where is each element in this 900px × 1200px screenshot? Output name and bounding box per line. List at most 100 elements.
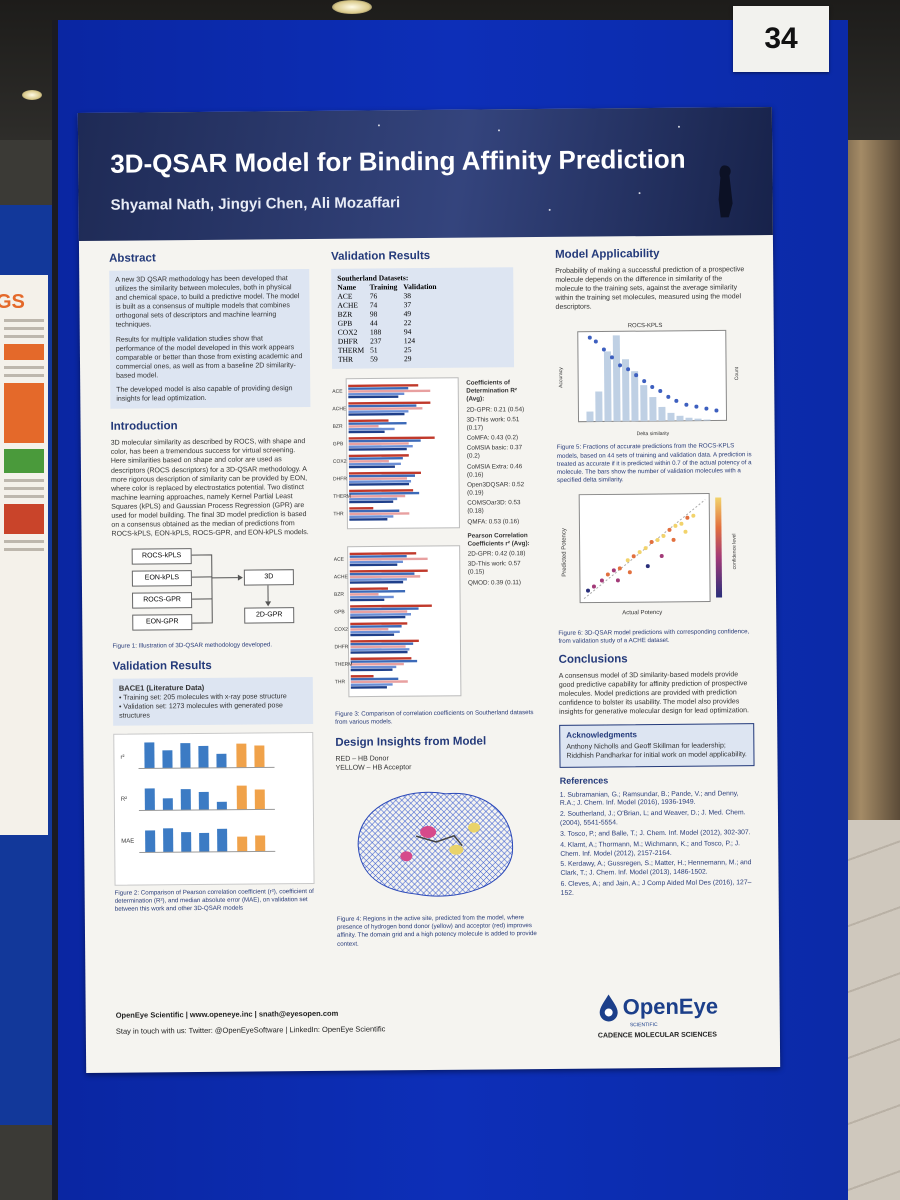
coef-item: COMSOar3D: 0.53 (0.18) xyxy=(467,499,521,516)
figure3-bar xyxy=(350,668,393,672)
figure3-bar xyxy=(350,625,402,628)
figure3-category-label: ACHE xyxy=(334,574,349,580)
figure3-bar xyxy=(348,436,435,440)
table-cell: 74 xyxy=(369,300,378,310)
figure6-point xyxy=(655,537,660,542)
figure5-chart: ROCS-KPLS Delta similarity Accuracy Coun… xyxy=(556,319,752,441)
methodology-diagram: ROCS-kPLS EON-kPLS ROCS-GPR EON-GPR 3D 2… xyxy=(112,547,313,639)
table-cell: 76 xyxy=(369,291,378,301)
conclusions-heading: Conclusions xyxy=(558,653,628,666)
figure6-cbar-label: confidence level xyxy=(732,533,738,569)
figure6-point xyxy=(637,549,642,554)
figure3-bar xyxy=(348,471,421,475)
figure3-bar xyxy=(349,580,404,584)
protein-mesh-figure xyxy=(357,792,513,897)
figure6-point xyxy=(625,558,630,563)
figure6-point xyxy=(599,578,604,583)
introduction-text: 3D molecular similarity as described by … xyxy=(110,438,309,538)
figure3-bar xyxy=(349,587,388,591)
bace1-bullet: • Validation set: 1273 molecules with ge… xyxy=(118,702,283,720)
figure3-bar xyxy=(350,683,393,686)
diagram-output-3d: 3D xyxy=(243,569,294,586)
figure6-point xyxy=(683,529,688,534)
figure2-bars: r² R² MAE xyxy=(120,742,276,854)
figure3-category-label: GPB xyxy=(333,441,344,447)
figure6-point xyxy=(605,572,610,577)
table-cell: 37 xyxy=(403,300,412,310)
figure3-category-label: ACE xyxy=(332,389,343,395)
figure5-accuracy-dot xyxy=(704,407,709,412)
figure3-bar xyxy=(348,445,413,448)
figure3-bar xyxy=(349,480,412,483)
figure3-category-label: DHFR xyxy=(334,644,348,650)
figure3-bar xyxy=(348,384,419,388)
figure3-bar xyxy=(350,590,406,593)
logo-text: OpenEye xyxy=(622,993,719,1020)
figure3-bar xyxy=(350,633,395,637)
table-cell: 94 xyxy=(403,327,412,337)
figure3-bar xyxy=(350,674,374,678)
figure5-count-bar xyxy=(595,391,603,423)
figure3-category-label: THERM xyxy=(335,662,353,668)
figure5-count-bar xyxy=(658,407,666,422)
design-heading: Design Insights from Model xyxy=(335,735,487,749)
figure5-accuracy-dot xyxy=(684,403,689,408)
ceiling-lamp xyxy=(22,90,42,100)
figure3-category-label: BZR xyxy=(334,592,344,598)
figure3-category-label: DHFR xyxy=(333,476,347,482)
abstract-text: The developed model is also capable of p… xyxy=(116,385,293,403)
table-cell: ACHE xyxy=(337,300,358,310)
figure3-category-label: BZR xyxy=(333,424,343,430)
figure3-chart: ACE ACHE BZR GPB COX2 DHFR THERM THR ACE ACHE BZR G… xyxy=(332,377,462,698)
figure3-bar xyxy=(348,407,423,411)
conclusions-text: A consensus model of 3D similarity-based… xyxy=(558,671,749,717)
figure3-bar xyxy=(348,425,379,428)
figure3-category-label: ACHE xyxy=(332,406,347,412)
figure5-plot: ROCS-KPLS Delta similarity Accuracy Coun… xyxy=(558,323,740,437)
footer-social: Stay in touch with us: Twitter: @OpenEye… xyxy=(115,1024,386,1036)
coef-title: Coefficients of Determination R² (Avg): xyxy=(466,379,518,404)
acknowledgments-heading: Acknowledgments xyxy=(566,730,638,741)
figure3-bar xyxy=(350,648,410,651)
figure3-bar xyxy=(350,665,397,669)
figure6-chart: Actual Potency Predicted Potency confide… xyxy=(557,489,753,626)
figure3-bar xyxy=(349,506,374,510)
abstract-heading: Abstract xyxy=(109,252,156,265)
reference-item: 6. Cleves, A.; and Jain, A.; J Comp Aide… xyxy=(560,879,752,897)
figure5-count-bar xyxy=(649,397,657,422)
figure6-point xyxy=(673,523,678,528)
figure4-caption: Figure 4: Regions in the active site, pr… xyxy=(336,914,537,948)
figure5-count-bar xyxy=(703,420,711,422)
figure5-count-bar xyxy=(612,335,621,422)
figure3-bar xyxy=(350,657,412,661)
ceiling-lamp xyxy=(332,0,372,14)
coefficients-panel: Coefficients of Determination R² (Avg): … xyxy=(466,379,536,587)
figure3-bar xyxy=(349,575,421,579)
figure3-bar xyxy=(348,389,431,393)
table-cell: 237 xyxy=(370,336,382,346)
figure3-bar xyxy=(348,427,395,431)
figure5-accuracy-dot xyxy=(618,363,623,368)
table-cell: THERM xyxy=(337,345,365,355)
figure3-bar xyxy=(349,512,410,516)
figure5-ylabel: Accuracy xyxy=(558,367,564,388)
figure3-area: ACE ACHE BZR GPB COX2 DHFR THERM THR ACE ACHE BZR G… xyxy=(332,375,535,707)
figure3-bar xyxy=(348,462,401,466)
poster-banner: 3D-QSAR Model for Binding Affinity Predi… xyxy=(77,106,773,242)
southerland-table: Name Training Validation ACE 76 38 ACHE 74 37… xyxy=(337,282,443,364)
figure3-bar xyxy=(349,572,415,576)
figure3-bar xyxy=(350,639,419,643)
introduction-heading: Introduction xyxy=(110,420,178,433)
figure3-category-label: THR xyxy=(335,679,346,685)
figure3-bar xyxy=(348,412,405,416)
figure5-accuracy-dot xyxy=(601,347,606,352)
figure3-bar xyxy=(350,595,394,599)
diagram-arrows xyxy=(191,554,272,624)
figure5-count-bar xyxy=(667,413,675,422)
figure3-bar xyxy=(348,410,409,413)
figure3-bar xyxy=(350,650,408,654)
figure6-point xyxy=(685,515,690,520)
column-right: Model Applicability Probability of makin… xyxy=(555,247,756,900)
figure3-bar xyxy=(348,430,385,434)
figure3-bar xyxy=(350,604,432,608)
